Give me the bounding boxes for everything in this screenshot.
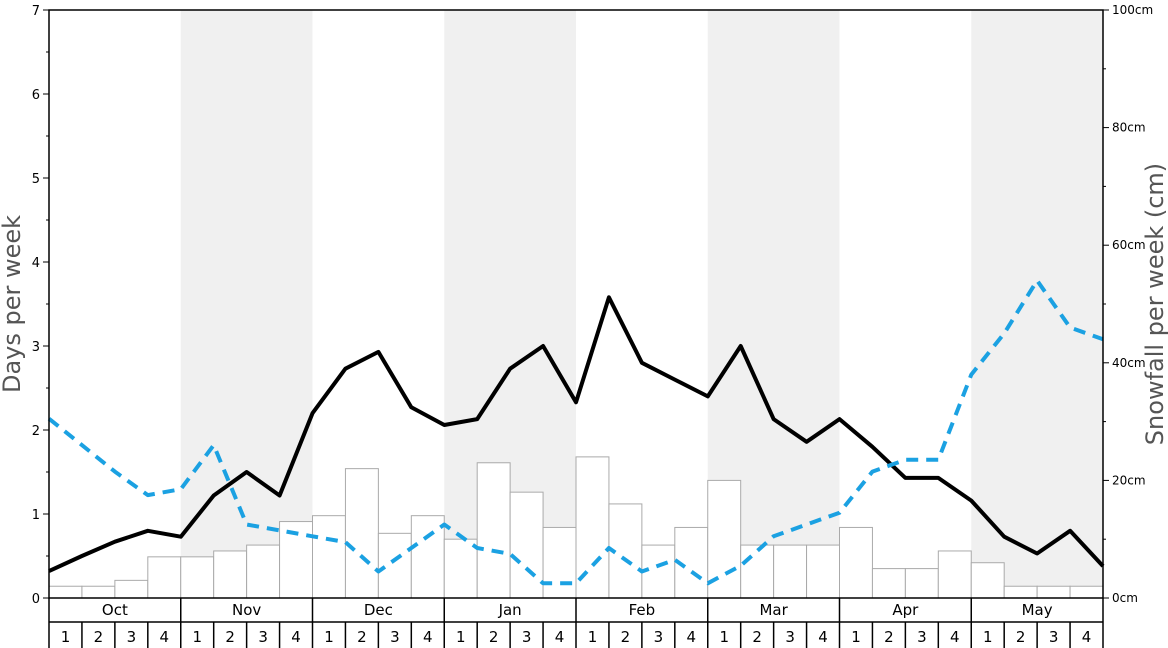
- right-tick-label: 0cm: [1112, 591, 1138, 605]
- month-label: Apr: [892, 601, 919, 619]
- month-label: Oct: [102, 601, 128, 619]
- snowfall-bar: [180, 556, 215, 599]
- left-axis: 0 1 2 3 4 5 6 7: [32, 4, 49, 607]
- snowfall-line: [47, 278, 1104, 586]
- right-tick-label: 40cm: [1112, 356, 1146, 370]
- week-label: 1: [719, 628, 729, 646]
- snowfall-bar: [312, 515, 346, 599]
- snowfall-bar: [1003, 585, 1038, 599]
- snowfall-bar: [773, 544, 808, 599]
- snowfall-bar: [147, 556, 182, 599]
- left-tick-label: 6: [32, 88, 40, 103]
- right-tick-label: 60cm: [1112, 238, 1146, 252]
- right-axis-title: Snowfall per week (cm): [1141, 163, 1168, 445]
- week-label: 3: [654, 628, 664, 646]
- right-tick-label: 100cm: [1112, 3, 1153, 17]
- week-label: 1: [851, 628, 861, 646]
- week-label: 4: [950, 628, 960, 646]
- month-label: Dec: [364, 601, 393, 619]
- month-band-nov: [180, 10, 313, 598]
- left-tick-label: 2: [32, 424, 40, 439]
- chart-lines: [47, 278, 1105, 586]
- month-shading: [180, 10, 1103, 598]
- right-tick-label: 20cm: [1112, 473, 1146, 487]
- right-axis: 0cm 20cm 40cm 60cm 80cm 100cm: [1103, 3, 1153, 605]
- week-label: 4: [555, 628, 565, 646]
- month-band-may: [971, 10, 1103, 598]
- snowfall-bar: [476, 462, 511, 599]
- week-label: 4: [291, 628, 301, 646]
- week-label: 3: [785, 628, 795, 646]
- week-label: 3: [390, 628, 400, 646]
- week-label: 3: [1049, 628, 1059, 646]
- week-label: 2: [489, 628, 499, 646]
- snowfall-bar: [871, 568, 906, 599]
- snowfall-bar: [839, 526, 873, 599]
- week-label: 1: [456, 628, 466, 646]
- week-row: 1 2 3 4 1 2 3 4 1 2 3 4 1 2 3 4 1 2 3 4 1 2 3 4 1 2 3 4 1 2 3 4: [48, 622, 1104, 648]
- month-label: Mar: [759, 601, 788, 619]
- week-label: 1: [324, 628, 334, 646]
- snowfall-bar: [509, 491, 544, 599]
- left-tick-label: 0: [32, 592, 40, 607]
- snowfall-bar: [904, 568, 939, 599]
- week-label: 4: [687, 628, 697, 646]
- snowfall-bar: [48, 585, 83, 599]
- week-label: 2: [357, 628, 367, 646]
- snowfall-bar: [1036, 585, 1071, 599]
- left-tick-label: 5: [32, 172, 40, 187]
- snowfall-bar: [740, 544, 775, 599]
- snowfall-bar: [970, 562, 1005, 599]
- week-label: 4: [818, 628, 828, 646]
- week-label: 2: [225, 628, 235, 646]
- right-tick-label: 80cm: [1112, 121, 1146, 135]
- week-label: 2: [1016, 628, 1026, 646]
- week-label: 3: [917, 628, 927, 646]
- month-row: Oct Nov Dec Jan Feb Mar Apr May: [48, 598, 1104, 623]
- snowfall-bar: [937, 550, 972, 599]
- left-tick-label: 7: [32, 4, 40, 19]
- month-label: Nov: [232, 601, 261, 619]
- snowfall-bar: [443, 538, 478, 599]
- week-label: 1: [61, 628, 71, 646]
- snowfall-bar: [1069, 585, 1104, 599]
- week-label: 2: [94, 628, 104, 646]
- days-line: [48, 295, 1105, 573]
- week-label: 2: [752, 628, 762, 646]
- left-tick-label: 4: [32, 256, 40, 271]
- snowfall-bar: [344, 468, 379, 599]
- left-tick-label: 3: [32, 340, 40, 355]
- snowfall-bar: [542, 526, 577, 599]
- week-label: 4: [423, 628, 433, 646]
- month-label: Feb: [629, 601, 656, 619]
- left-tick-label: 1: [32, 508, 40, 523]
- left-axis-title: Days per week: [0, 215, 26, 393]
- snowfall-bar: [213, 550, 248, 599]
- month-label: May: [1022, 601, 1053, 619]
- snowfall-bar: [246, 544, 281, 599]
- snowfall-bar: [81, 585, 116, 599]
- week-label: 4: [1082, 628, 1092, 646]
- week-label: 3: [258, 628, 268, 646]
- snowfall-bar: [410, 515, 445, 599]
- week-label: 4: [160, 628, 170, 646]
- week-label: 1: [983, 628, 993, 646]
- week-label: 3: [127, 628, 137, 646]
- week-label: 2: [621, 628, 631, 646]
- month-label: Jan: [498, 601, 522, 619]
- snowfall-bar: [114, 579, 149, 599]
- week-label: 2: [884, 628, 894, 646]
- snowfall-bar: [806, 544, 840, 599]
- week-label: 1: [588, 628, 598, 646]
- week-label: 3: [522, 628, 532, 646]
- week-label: 1: [192, 628, 202, 646]
